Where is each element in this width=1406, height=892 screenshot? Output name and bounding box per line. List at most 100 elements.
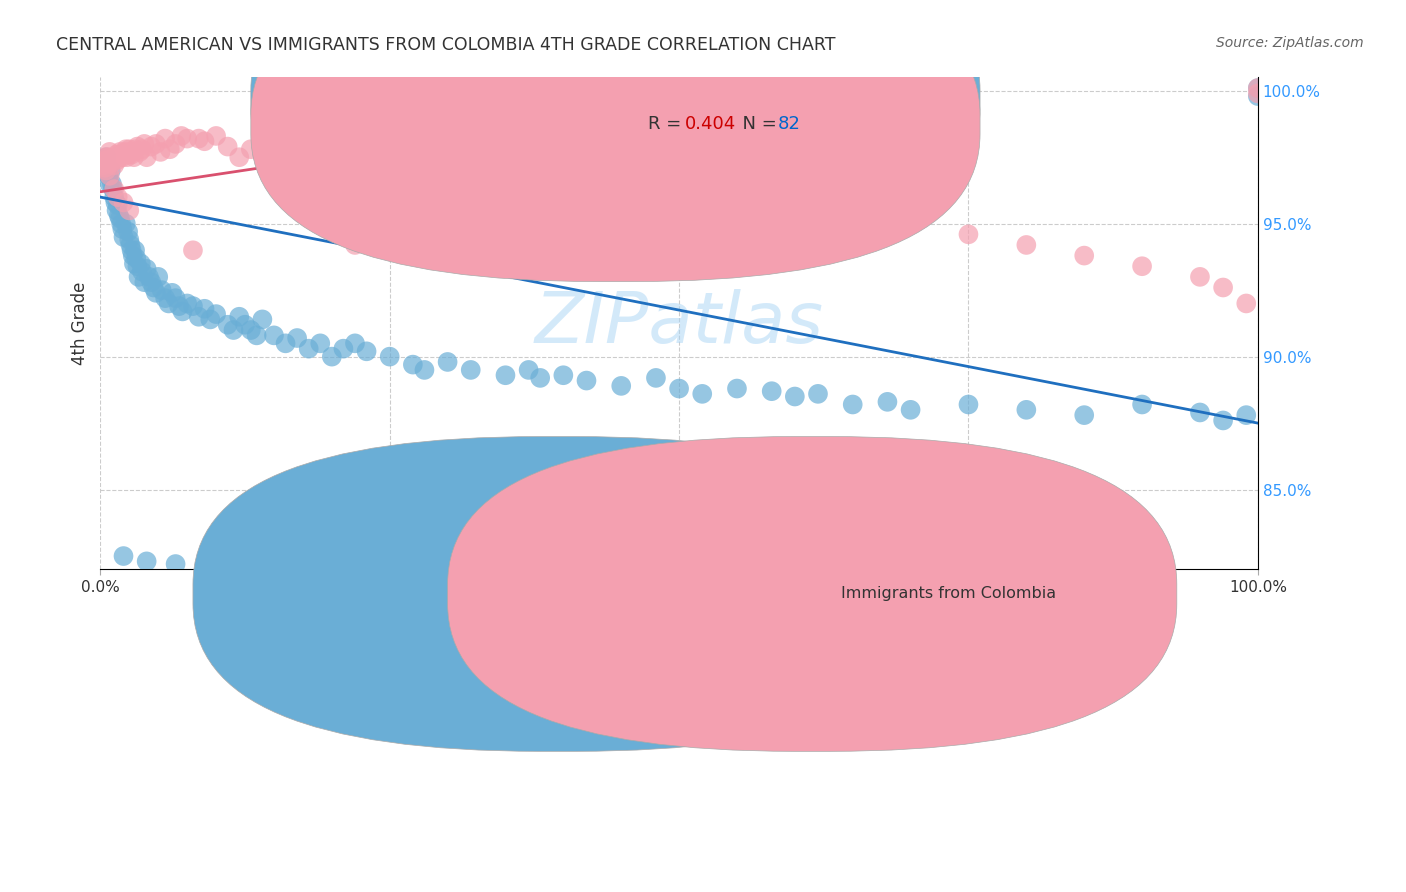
Immigrants from Colombia: [1015, 238, 1038, 252]
Central Americans: [172, 304, 194, 318]
Central Americans: [252, 312, 274, 326]
Immigrants from Colombia: [118, 203, 141, 218]
Immigrants from Colombia: [94, 161, 117, 175]
Immigrants from Colombia: [1188, 269, 1211, 284]
Central Americans: [246, 328, 269, 343]
Central Americans: [150, 283, 173, 297]
Immigrants from Colombia: [145, 136, 167, 151]
Immigrants from Colombia: [98, 145, 121, 159]
Immigrants from Colombia: [900, 217, 922, 231]
Immigrants from Colombia: [1247, 81, 1270, 95]
Central Americans: [356, 344, 378, 359]
Immigrants from Colombia: [610, 179, 633, 194]
Central Americans: [263, 328, 285, 343]
Immigrants from Colombia: [112, 195, 135, 210]
Immigrants from Colombia: [367, 163, 389, 178]
Immigrants from Colombia: [309, 150, 332, 164]
Central Americans: [187, 310, 209, 324]
Central Americans: [101, 177, 124, 191]
Central Americans: [94, 163, 117, 178]
Immigrants from Colombia: [181, 244, 204, 258]
Immigrants from Colombia: [389, 169, 412, 183]
Immigrants from Colombia: [108, 150, 131, 164]
Central Americans: [690, 387, 713, 401]
Central Americans: [107, 198, 129, 212]
Immigrants from Colombia: [127, 139, 149, 153]
Immigrants from Colombia: [124, 142, 146, 156]
Central Americans: [783, 390, 806, 404]
Central Americans: [157, 296, 180, 310]
Immigrants from Colombia: [96, 153, 118, 167]
Central Americans: [101, 182, 124, 196]
Immigrants from Colombia: [274, 150, 297, 164]
Immigrants from Colombia: [118, 142, 141, 156]
Central Americans: [135, 554, 157, 568]
Central Americans: [1212, 413, 1234, 427]
Immigrants from Colombia: [97, 150, 120, 164]
Central Americans: [957, 397, 980, 411]
Immigrants from Colombia: [120, 145, 142, 159]
Central Americans: [98, 177, 121, 191]
Central Americans: [134, 275, 156, 289]
Central Americans: [876, 394, 898, 409]
Central Americans: [517, 363, 540, 377]
Immigrants from Colombia: [115, 150, 138, 164]
Central Americans: [104, 195, 127, 210]
Immigrants from Colombia: [111, 150, 134, 164]
Central Americans: [761, 384, 783, 399]
Text: 82: 82: [778, 115, 800, 133]
Immigrants from Colombia: [841, 206, 863, 220]
Immigrants from Colombia: [121, 145, 143, 159]
Central Americans: [460, 363, 482, 377]
Immigrants from Colombia: [1130, 259, 1153, 273]
Text: Immigrants from Colombia: Immigrants from Colombia: [841, 586, 1056, 601]
Immigrants from Colombia: [1234, 296, 1257, 310]
Central Americans: [142, 280, 165, 294]
Immigrants from Colombia: [91, 155, 114, 169]
Immigrants from Colombia: [332, 142, 354, 156]
Central Americans: [124, 244, 146, 258]
Central Americans: [128, 269, 150, 284]
Immigrants from Colombia: [159, 142, 181, 156]
Central Americans: [141, 275, 163, 289]
Immigrants from Colombia: [107, 190, 129, 204]
Central Americans: [181, 299, 204, 313]
Immigrants from Colombia: [94, 163, 117, 178]
Central Americans: [118, 233, 141, 247]
Central Americans: [165, 291, 187, 305]
Central Americans: [343, 336, 366, 351]
Central Americans: [105, 203, 128, 218]
Central Americans: [120, 238, 142, 252]
Immigrants from Colombia: [553, 174, 575, 188]
Central Americans: [841, 397, 863, 411]
Text: Central Americans: Central Americans: [586, 586, 735, 601]
Central Americans: [108, 209, 131, 223]
Immigrants from Colombia: [153, 131, 176, 145]
Central Americans: [111, 222, 134, 236]
Immigrants from Colombia: [135, 150, 157, 164]
Immigrants from Colombia: [93, 158, 115, 172]
Immigrants from Colombia: [108, 145, 131, 159]
Central Americans: [112, 230, 135, 244]
Central Americans: [309, 336, 332, 351]
Immigrants from Colombia: [128, 145, 150, 159]
Text: Source: ZipAtlas.com: Source: ZipAtlas.com: [1216, 36, 1364, 50]
Central Americans: [127, 259, 149, 273]
Text: N =: N =: [731, 115, 783, 133]
Immigrants from Colombia: [187, 131, 209, 145]
Central Americans: [645, 371, 668, 385]
Immigrants from Colombia: [957, 227, 980, 242]
Central Americans: [145, 285, 167, 300]
Central Americans: [1015, 402, 1038, 417]
Central Americans: [1073, 408, 1095, 422]
Central Americans: [1188, 405, 1211, 419]
Central Americans: [153, 291, 176, 305]
Central Americans: [160, 285, 183, 300]
Central Americans: [610, 379, 633, 393]
Central Americans: [114, 217, 136, 231]
Text: CENTRAL AMERICAN VS IMMIGRANTS FROM COLOMBIA 4TH GRADE CORRELATION CHART: CENTRAL AMERICAN VS IMMIGRANTS FROM COLO…: [56, 36, 835, 54]
Immigrants from Colombia: [114, 142, 136, 156]
Central Americans: [200, 312, 222, 326]
Central Americans: [378, 350, 401, 364]
Central Americans: [900, 402, 922, 417]
